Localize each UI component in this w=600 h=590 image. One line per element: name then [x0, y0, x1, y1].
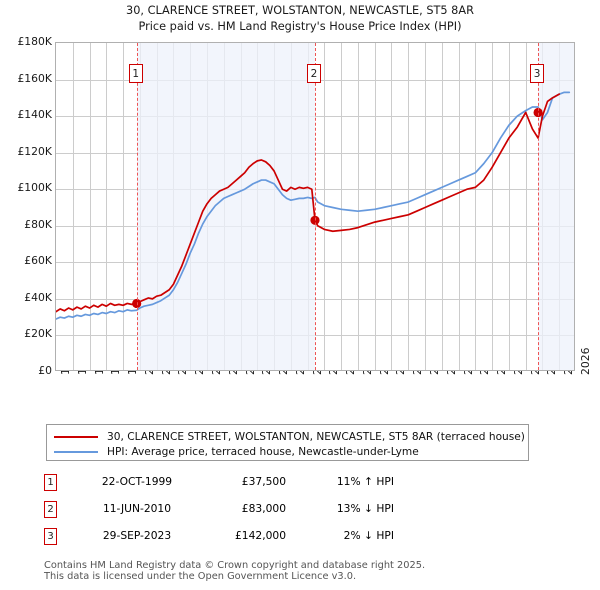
legend-item-price-paid: 30, CLARENCE STREET, WOLSTANTON, NEWCAST… — [47, 429, 528, 444]
transaction-price: £142,000 — [235, 529, 286, 542]
shaded-span — [538, 43, 574, 370]
gridline-vertical — [106, 43, 108, 370]
table-row: 2 11-JUN-2010 £83,000 13% ↓ HPI — [44, 500, 444, 527]
event-number-box[interactable]: 1 — [128, 64, 143, 83]
transactions-table: 1 22-OCT-1999 £37,500 11% ↑ HPI 2 11-JUN-2010… — [44, 473, 444, 554]
transaction-index-box[interactable]: 1 — [44, 474, 57, 491]
footer-line-1: Contains HM Land Registry data © Crown c… — [44, 560, 426, 571]
gridline-vertical — [441, 43, 443, 370]
legend-label-hpi: HPI: Average price, terraced house, Newc… — [107, 445, 419, 458]
transaction-hpi-delta: 2% ↓ HPI — [343, 529, 394, 542]
transaction-date: 11-JUN-2010 — [102, 502, 172, 515]
gridline-vertical — [475, 43, 477, 370]
transaction-hpi-delta: 11% ↑ HPI — [336, 475, 394, 488]
y-tick-label: £180K — [17, 35, 52, 48]
y-tick-label: £20K — [24, 327, 52, 341]
gridline-vertical — [508, 43, 510, 370]
plot-area — [55, 42, 575, 371]
y-tick-label: £160K — [17, 71, 52, 85]
transaction-index-box[interactable]: 2 — [44, 501, 57, 518]
gridline-vertical — [89, 43, 91, 370]
table-row: 3 29-SEP-2023 £142,000 2% ↓ HPI — [44, 527, 444, 554]
chart-legend: 30, CLARENCE STREET, WOLSTANTON, NEWCAST… — [46, 424, 529, 461]
gridline-vertical — [123, 43, 125, 370]
gridline-vertical — [458, 43, 460, 370]
title-line-2: Price paid vs. HM Land Registry's House … — [138, 20, 462, 33]
event-marker-line — [314, 43, 316, 370]
series-line — [56, 91, 571, 320]
footer-attribution: Contains HM Land Registry data © Crown c… — [44, 560, 584, 582]
legend-swatch-hpi — [54, 450, 98, 453]
legend-item-hpi: HPI: Average price, terraced house, Newc… — [47, 444, 528, 459]
transaction-index-box[interactable]: 3 — [44, 528, 57, 545]
series-layer — [56, 91, 571, 320]
transaction-hpi-delta: 13% ↓ HPI — [336, 502, 394, 515]
transaction-date: 29-SEP-2023 — [102, 529, 172, 542]
y-axis: £0 £20K £40K £60K £80K £100K £120K £140K £160K £1… — [0, 0, 52, 590]
y-tick-label: £100K — [17, 181, 52, 195]
transaction-price: £83,000 — [241, 502, 286, 515]
legend-swatch-price-paid — [54, 435, 98, 438]
event-number-box[interactable]: 2 — [306, 64, 321, 83]
y-tick-label: £80K — [24, 217, 52, 231]
gridline-vertical — [357, 43, 359, 370]
page-title: 30, CLARENCE STREET, WOLSTANTON, NEWCAST… — [0, 3, 600, 35]
event-number-box[interactable]: 3 — [530, 64, 545, 83]
transaction-price: £37,500 — [241, 475, 286, 488]
y-tick-label: £60K — [24, 254, 52, 268]
y-tick-label: £140K — [17, 108, 52, 122]
gridline-vertical — [408, 43, 410, 370]
transaction-date: 22-OCT-1999 — [101, 475, 173, 488]
y-tick-label: £120K — [17, 144, 52, 158]
event-marker-line — [538, 43, 540, 370]
footer-line-2: This data is licensed under the Open Gov… — [44, 571, 357, 582]
event-marker-line — [136, 43, 138, 370]
x-tick-label: 2026 — [579, 347, 592, 375]
gridline-vertical — [391, 43, 393, 370]
gridline-vertical — [525, 43, 527, 370]
y-tick-label: £0 — [38, 364, 52, 377]
gridline-vertical — [72, 43, 74, 370]
gridline-vertical — [492, 43, 494, 370]
gridline-vertical — [374, 43, 376, 370]
series-line — [56, 93, 561, 313]
legend-label-price-paid: 30, CLARENCE STREET, WOLSTANTON, NEWCAST… — [107, 430, 525, 443]
title-line-1: 30, CLARENCE STREET, WOLSTANTON, NEWCAST… — [126, 4, 474, 17]
shaded-span — [136, 43, 315, 370]
y-tick-label: £40K — [24, 290, 52, 304]
gridline-vertical — [341, 43, 343, 370]
table-row: 1 22-OCT-1999 £37,500 11% ↑ HPI — [44, 473, 444, 500]
